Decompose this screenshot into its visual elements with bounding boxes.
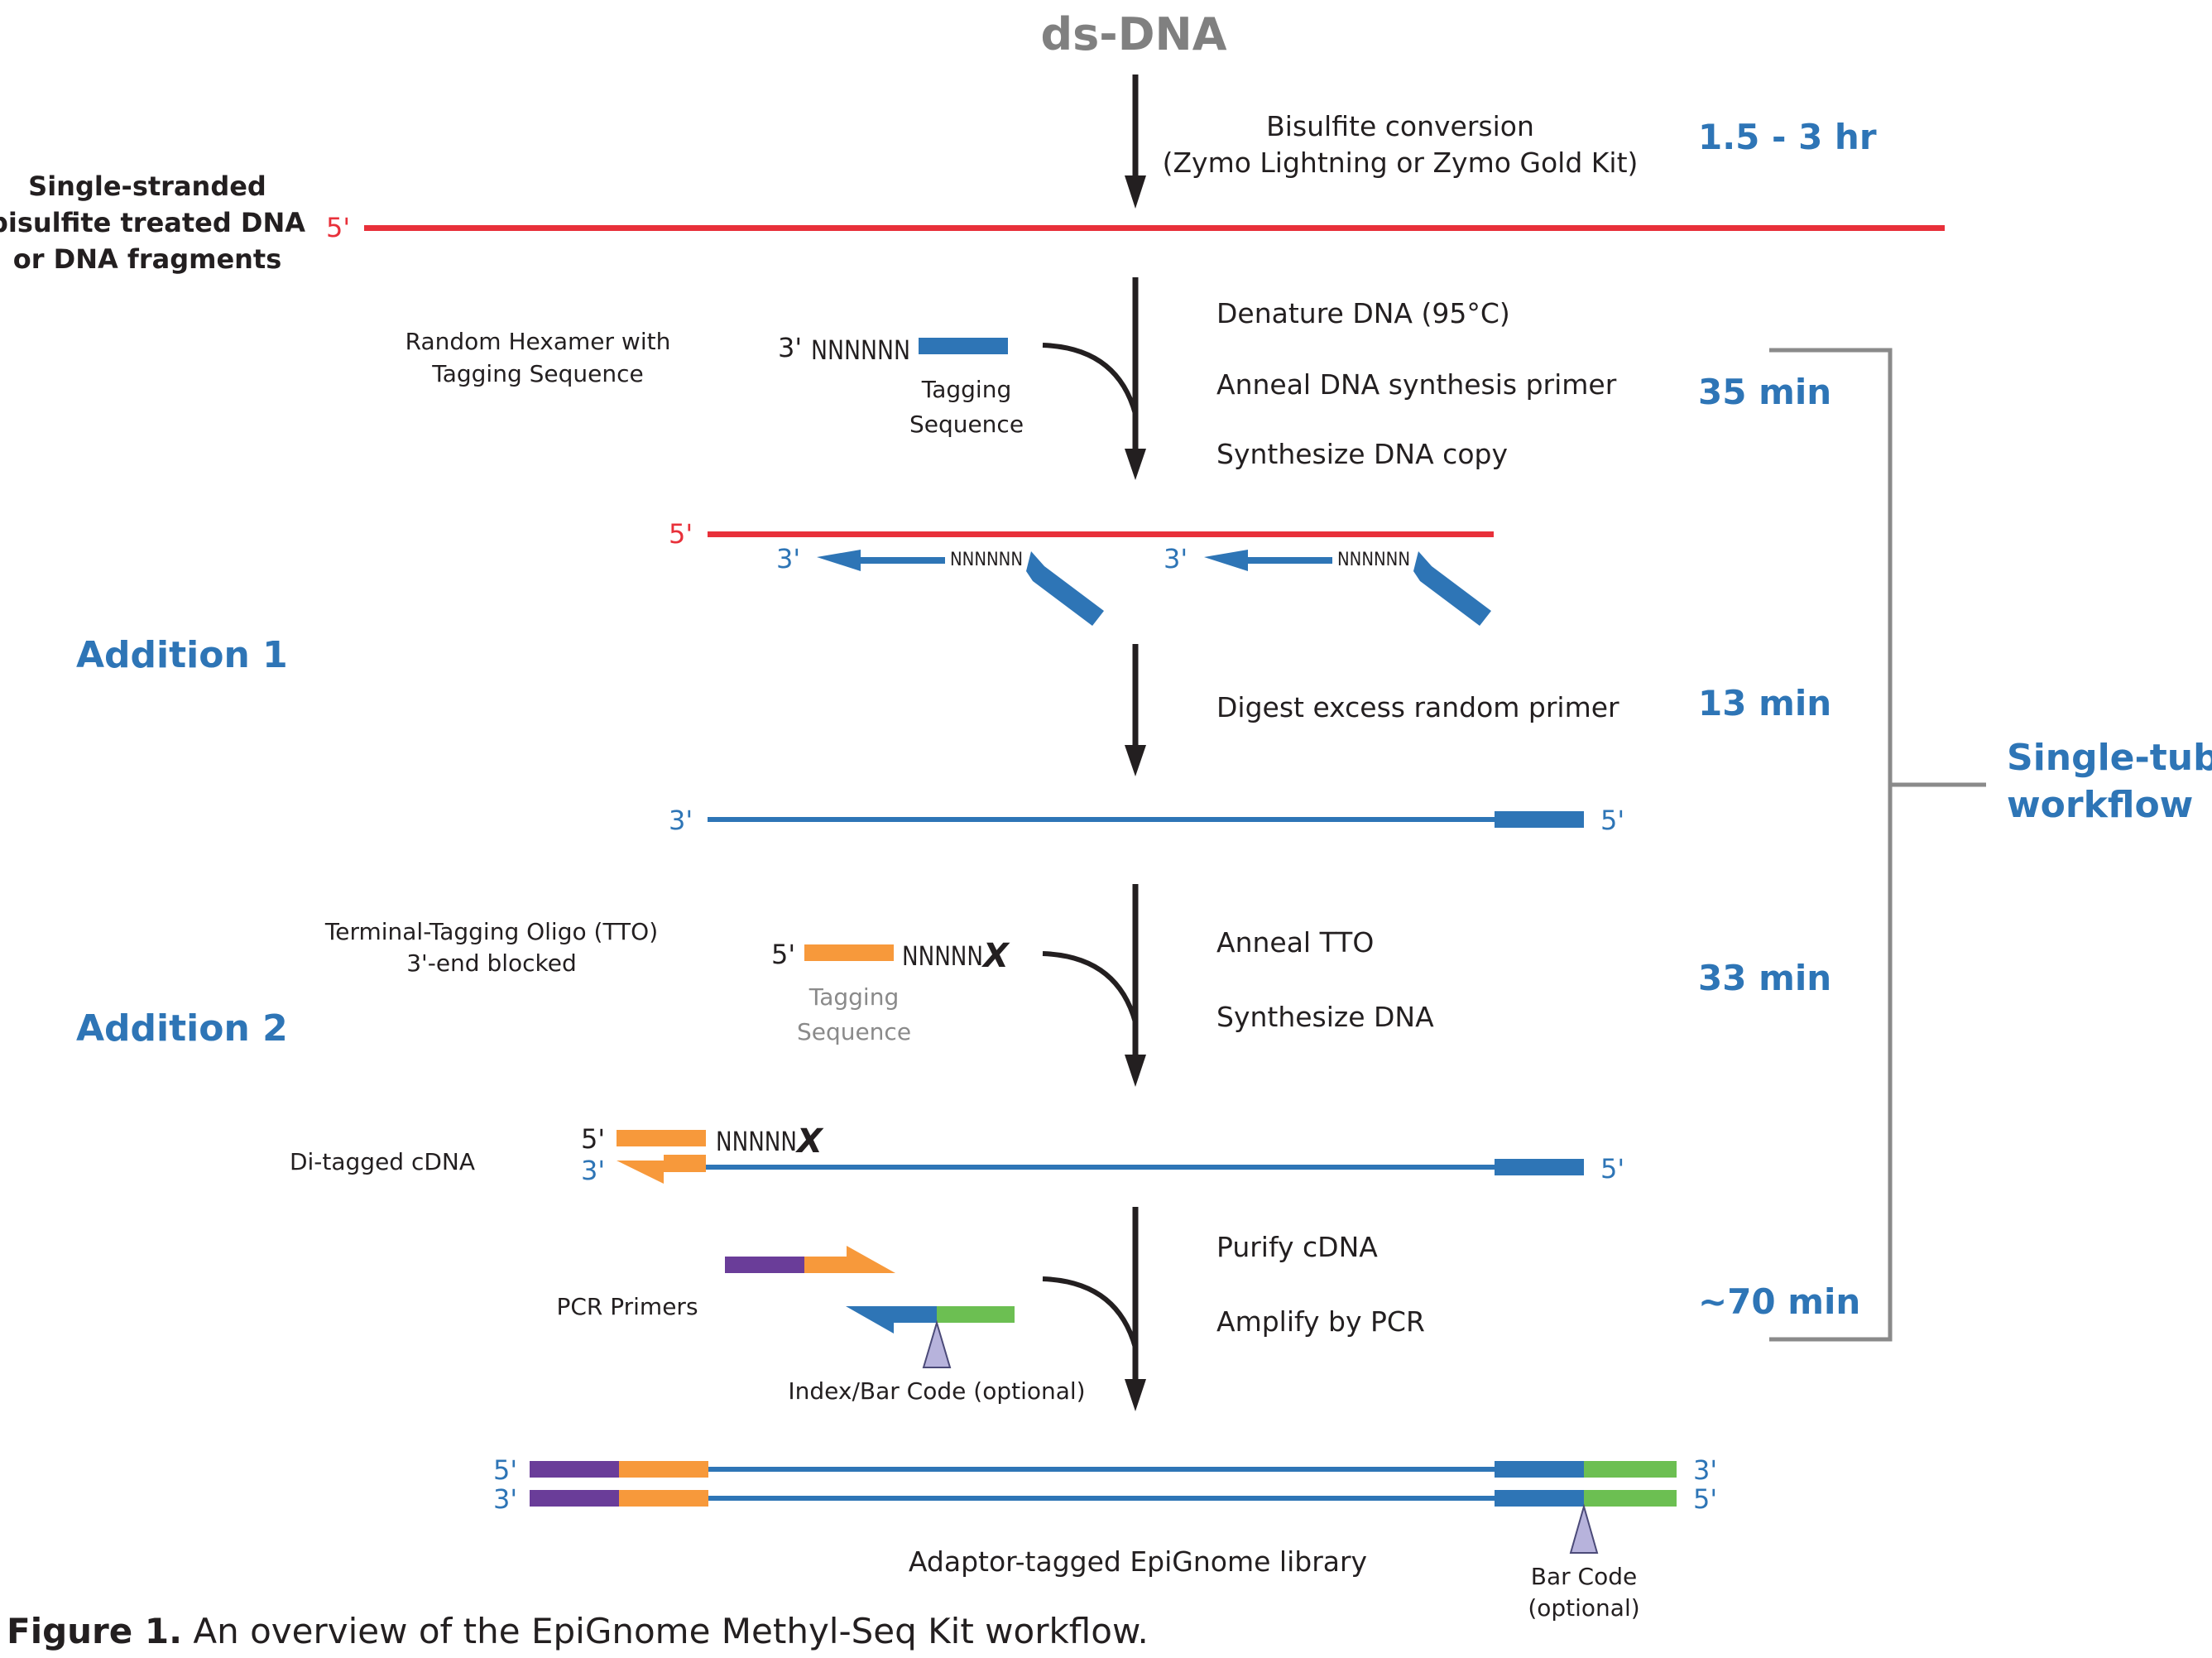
single-tube-label-2: workflow [2007,784,2193,826]
pcr-primer-reverse [846,1306,1015,1368]
tto-label-1: Terminal-Tagging Oligo (TTO) [324,918,658,945]
time-step4: 33 min [1698,958,1831,998]
step2-line3: Synthesize DNA copy [1216,438,1508,470]
single-tube-label-1: Single-tube [2007,737,2212,779]
template-5prime: 5' [669,518,693,550]
single-tube-bracket [1769,348,1986,1342]
tto-x: X [981,937,1010,975]
lib-top-3prime: 3' [1693,1454,1717,1486]
tto-tag [804,944,894,961]
arrow-2 [1042,277,1146,480]
bar-code-label-2: (optional) [1528,1594,1639,1622]
ss-dna-label-3: or DNA fragments [13,243,282,275]
library-bar-code-marker [1569,1503,1599,1554]
step4-line1: Anneal TTO [1216,926,1374,959]
copy2-nnnnnn: NNNNNN [1337,550,1410,570]
addition-1-label: Addition 1 [76,634,288,676]
library-label: Adaptor-tagged EpiGnome library [909,1545,1367,1578]
step1-line1: Bisulfite conversion [1266,110,1534,142]
lib-top-5prime: 5' [493,1454,517,1486]
arrow-4 [1042,884,1146,1087]
lib-bottom-5prime: 5' [1693,1483,1717,1515]
arrow-3 [1125,644,1146,776]
template-strand [708,531,1494,537]
tto-5prime: 5' [771,939,795,970]
bar-code-label-1: Bar Code [1531,1563,1637,1590]
ditag-nnnnn: NNNNN [716,1126,797,1157]
copy-3prime: 3' [669,805,693,836]
index-bar-code-label: Index/Bar Code (optional) [788,1377,1085,1405]
time-step3: 13 min [1698,683,1831,723]
caption-text: An overview of the EpiGnome Methyl-Seq K… [182,1611,1149,1651]
ditag-bottom-tag [617,1155,706,1184]
copy-5prime: 5' [1600,805,1624,836]
random-hexamer-label-2: Tagging Sequence [431,360,644,387]
copy-tag [1495,811,1584,828]
copy1-nnnnnn: NNNNNN [950,550,1023,570]
ss-dna-label-1: Single-stranded [28,171,266,202]
ditag-top-5prime: 5' [581,1123,605,1155]
lib-bottom-3prime: 3' [493,1483,517,1515]
hexamer-3prime: 3' [778,332,802,363]
arrow-1 [1125,74,1146,209]
step1-line2: (Zymo Lightning or Zymo Gold Kit) [1163,147,1639,179]
caption-bold: Figure 1. [7,1611,182,1651]
ditag-3prime: 3' [581,1155,605,1186]
step3-line1: Digest excess random primer [1216,691,1619,723]
step5-line1: Purify cDNA [1216,1231,1378,1263]
ss-dna-strand [364,225,1945,231]
pcr-primers-label: PCR Primers [556,1293,698,1320]
tto-tagging-label-1: Tagging [809,983,899,1011]
ditag-right-tag [1495,1159,1584,1175]
random-hexamer-label-1: Random Hexamer with [405,328,671,355]
index-marker [922,1319,952,1368]
figure-caption: Figure 1. An overview of the EpiGnome Me… [7,1611,1149,1651]
hexamer-tagging-label-1: Tagging [921,376,1011,403]
primer-copy-1: 3' NNNNNN [776,543,1104,626]
library-top-strand: 5' 3' [493,1454,1717,1486]
ss-dna-label-2: bisulfite treated DNA [0,207,305,238]
ditag-top-tag [617,1130,706,1146]
ditag-strand [706,1165,1496,1170]
hexamer-tagging-label-2: Sequence [909,411,1024,438]
copy-strand [708,817,1496,822]
time-step5: ~70 min [1698,1281,1860,1322]
copy2-3prime: 3' [1164,543,1188,574]
ss-dna-5prime: 5' [326,212,350,243]
step2-line2: Anneal DNA synthesis primer [1216,368,1617,401]
tto-label-2: 3'-end blocked [406,949,577,977]
ditag-x: X [794,1122,824,1161]
time-step2: 35 min [1698,372,1831,412]
hexamer-tag [919,338,1008,354]
copy1-3prime: 3' [776,543,800,574]
ditag-5prime: 5' [1600,1153,1624,1185]
tto-nnnnn: NNNNN [902,940,983,972]
hexamer-nnnnnn: NNNNNN [811,334,910,366]
primer-copy-2: 3' NNNNNN [1164,543,1491,626]
pcr-primer-forward [725,1246,895,1273]
di-tagged-label: Di-tagged cDNA [290,1148,475,1175]
addition-2-label: Addition 2 [76,1007,288,1050]
library-bottom-strand: 3' 5' [493,1483,1717,1515]
step2-line1: Denature DNA (95°C) [1216,297,1510,329]
step4-line2: Synthesize DNA [1216,1001,1434,1033]
title: ds-DNA [1040,8,1226,60]
tto-tagging-label-2: Sequence [797,1018,911,1045]
step5-line2: Amplify by PCR [1216,1305,1425,1338]
arrow-5 [1042,1207,1146,1411]
time-bisulfite: 1.5 - 3 hr [1698,117,1877,157]
